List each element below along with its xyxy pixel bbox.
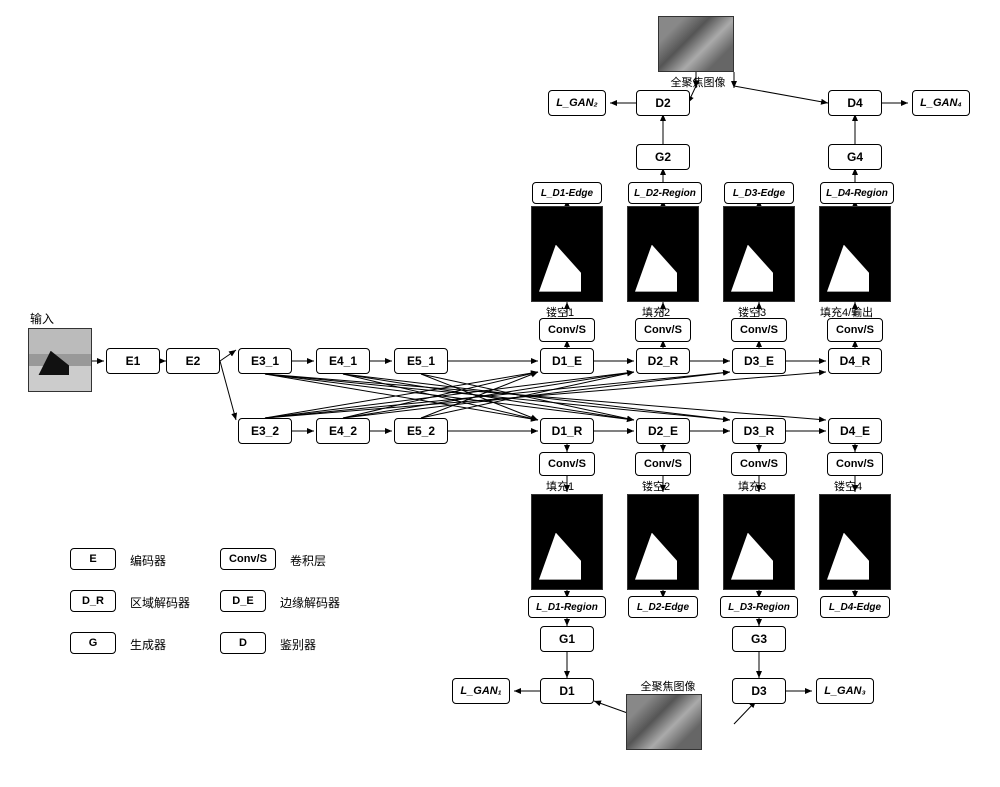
conv-bot-1: Conv/S (539, 452, 595, 476)
node-d4r: D4_R (828, 348, 882, 374)
conv-bot-4: Conv/S (827, 452, 883, 476)
node-d3: D3 (732, 678, 786, 704)
legend-conv-txt: 卷积层 (290, 552, 326, 569)
loss-d2edge: L_D2-Edge (628, 596, 698, 618)
diagram-arrows (0, 0, 1000, 787)
node-d2: D2 (636, 90, 690, 116)
conv-bot-2: Conv/S (635, 452, 691, 476)
legend-de-sym: D_E (220, 590, 266, 612)
node-d4e: D4_E (828, 418, 882, 444)
loss-gan3: L_GAN₃ (816, 678, 874, 704)
node-d2r: D2_R (636, 348, 690, 374)
focus-label-top: 全聚焦图像 (660, 74, 736, 90)
thumb-top-2 (627, 206, 699, 302)
thumb-bot-2 (627, 494, 699, 590)
node-e4-2: E4_2 (316, 418, 370, 444)
conv-bot-3: Conv/S (731, 452, 787, 476)
thumb-top-1 (531, 206, 603, 302)
node-e3-1: E3_1 (238, 348, 292, 374)
node-d1e: D1_E (540, 348, 594, 374)
thumb-bot-4 (819, 494, 891, 590)
node-g3: G3 (732, 626, 786, 652)
conv-top-1: Conv/S (539, 318, 595, 342)
input-label: 输入 (30, 310, 54, 327)
node-d3r: D3_R (732, 418, 786, 444)
thumb-top-4 (819, 206, 891, 302)
node-d1r: D1_R (540, 418, 594, 444)
node-e2: E2 (166, 348, 220, 374)
legend-e-sym: E (70, 548, 116, 570)
marker-bot-1: 填充1 (546, 478, 574, 494)
legend-dr-sym: D_R (70, 590, 116, 612)
node-e5-2: E5_2 (394, 418, 448, 444)
legend-g-sym: G (70, 632, 116, 654)
loss-d3region: L_D3-Region (720, 596, 798, 618)
node-d4: D4 (828, 90, 882, 116)
loss-d4region: L_D4-Region (820, 182, 894, 204)
legend-e-txt: 编码器 (130, 552, 166, 569)
node-d3e: D3_E (732, 348, 786, 374)
node-g2: G2 (636, 144, 690, 170)
loss-d1edge: L_D1-Edge (532, 182, 602, 204)
node-g1: G1 (540, 626, 594, 652)
legend-dr-txt: 区域解码器 (130, 594, 190, 611)
node-g4: G4 (828, 144, 882, 170)
input-image (28, 328, 92, 392)
marker-bot-2: 镂空2 (642, 478, 670, 494)
legend-de-txt: 边缘解码器 (280, 594, 340, 611)
node-e1: E1 (106, 348, 160, 374)
conv-top-2: Conv/S (635, 318, 691, 342)
legend-d-sym: D (220, 632, 266, 654)
node-e5-1: E5_1 (394, 348, 448, 374)
focus-image-bottom (626, 694, 702, 750)
legend-d-txt: 鉴别器 (280, 636, 316, 653)
marker-bot-4: 镂空4 (834, 478, 862, 494)
loss-gan1: L_GAN₁ (452, 678, 510, 704)
thumb-bot-1 (531, 494, 603, 590)
thumb-top-3 (723, 206, 795, 302)
loss-d2region: L_D2-Region (628, 182, 702, 204)
legend-g-txt: 生成器 (130, 636, 166, 653)
thumb-bot-3 (723, 494, 795, 590)
node-e3-2: E3_2 (238, 418, 292, 444)
conv-top-3: Conv/S (731, 318, 787, 342)
marker-bot-3: 填充3 (738, 478, 766, 494)
node-d2e: D2_E (636, 418, 690, 444)
loss-gan4: L_GAN₄ (912, 90, 970, 116)
loss-d4edge: L_D4-Edge (820, 596, 890, 618)
focus-image-top (658, 16, 734, 72)
conv-top-4: Conv/S (827, 318, 883, 342)
loss-d3edge: L_D3-Edge (724, 182, 794, 204)
legend-conv-sym: Conv/S (220, 548, 276, 570)
node-e4-1: E4_1 (316, 348, 370, 374)
loss-gan2: L_GAN₂ (548, 90, 606, 116)
node-d1: D1 (540, 678, 594, 704)
loss-d1region: L_D1-Region (528, 596, 606, 618)
focus-label-bottom: 全聚焦图像 (630, 678, 706, 694)
